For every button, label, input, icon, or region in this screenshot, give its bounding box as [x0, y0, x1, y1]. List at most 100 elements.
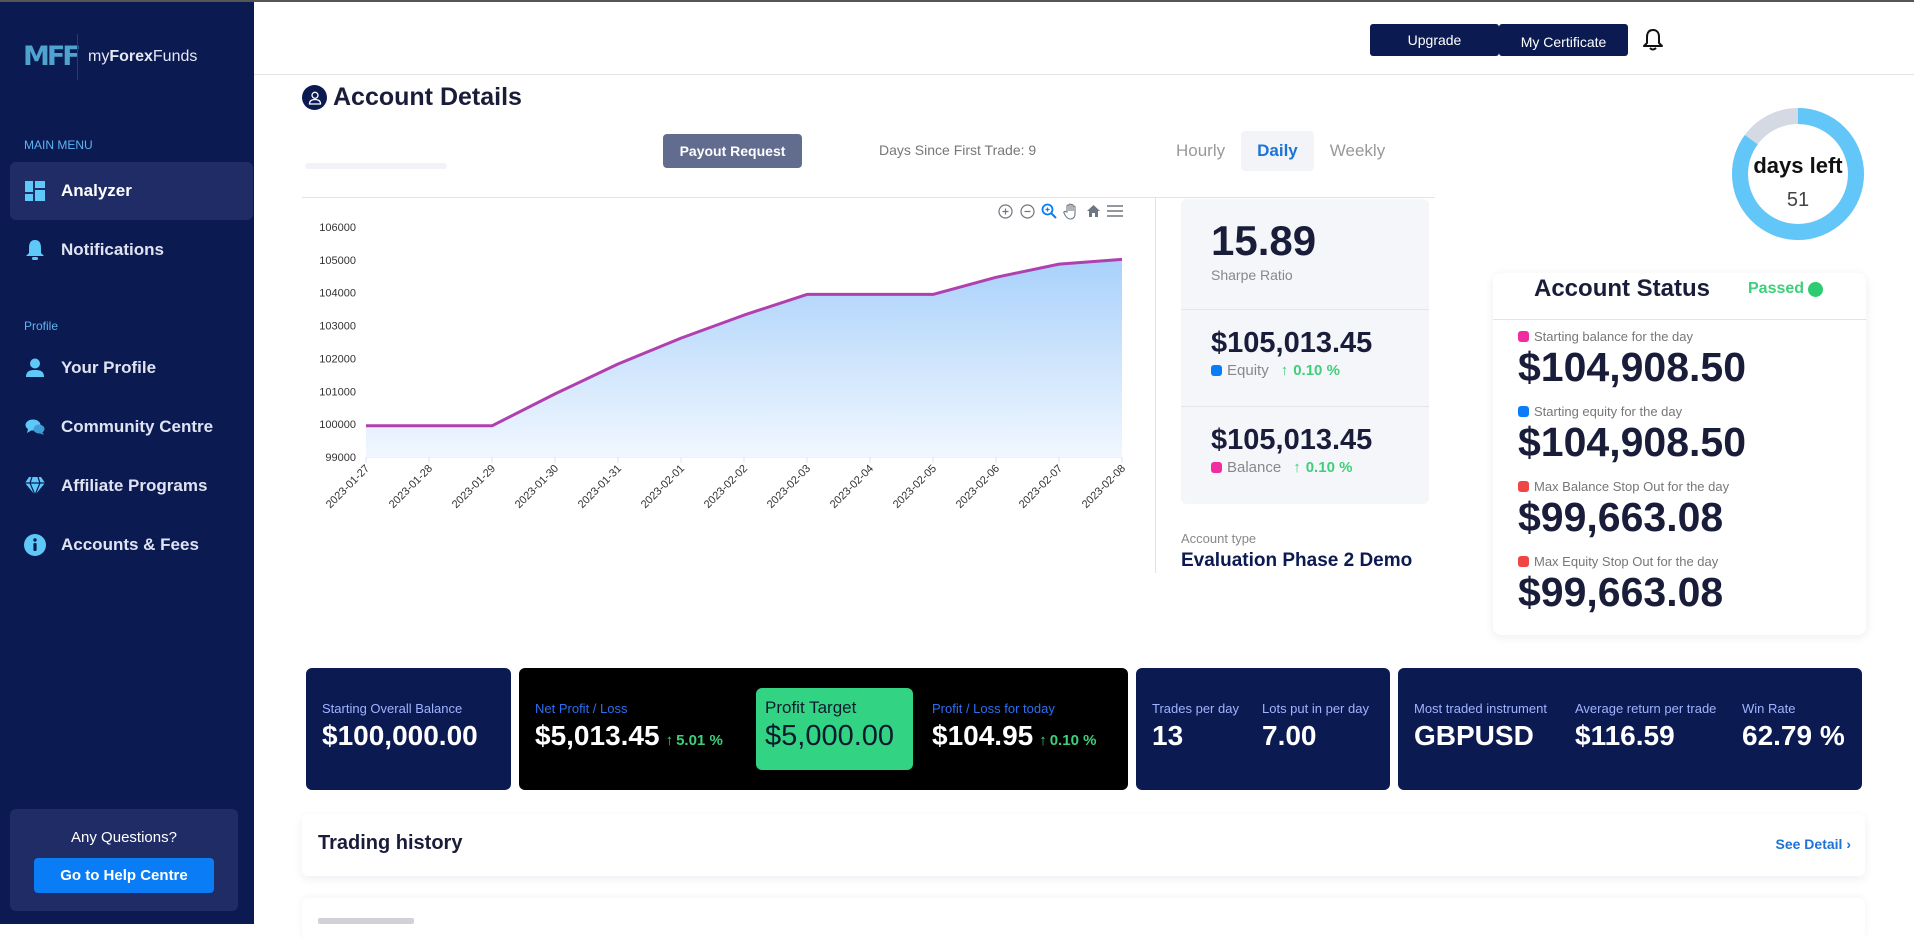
- balance-legend-square: [1211, 462, 1222, 473]
- y-tick-label: 104000: [319, 288, 356, 300]
- tab-hourly[interactable]: Hourly: [1176, 141, 1226, 160]
- row-value: $104,908.50: [1518, 344, 1747, 390]
- y-tick-label: 105000: [319, 255, 356, 267]
- today-profit-value: $104.95: [932, 720, 1034, 751]
- user-icon: [24, 357, 46, 379]
- chat-icon: [24, 416, 46, 438]
- tab-weekly[interactable]: Weekly: [1329, 141, 1386, 160]
- trades-per-day-value: 13: [1152, 720, 1184, 751]
- days-left-value: 51: [1786, 189, 1810, 211]
- info-icon: [24, 534, 46, 556]
- net-profit-value: $5,013.45: [535, 720, 660, 751]
- row-value: $99,663.08: [1518, 569, 1724, 615]
- my-certificate-button[interactable]: My Certificate: [1499, 24, 1628, 56]
- sidebar-item-label: Notifications: [61, 240, 164, 259]
- win-rate-label: Win Rate: [1742, 701, 1796, 716]
- status-badge: Passed: [1748, 280, 1824, 298]
- sidebar-item-accounts-fees[interactable]: Accounts & Fees: [10, 516, 253, 574]
- max-equity-stop-out-row: Max Equity Stop Out for the day $99,663.…: [1518, 554, 1723, 615]
- pan-hand-icon[interactable]: [1062, 202, 1080, 220]
- trading-history-title: Trading history: [318, 832, 463, 854]
- sidebar-item-notifications[interactable]: Notifications: [10, 221, 253, 279]
- chart-divider: [302, 197, 1435, 198]
- starting-equity-row: Starting equity for the day $104,908.50: [1518, 404, 1746, 465]
- chart-area-fill: [366, 259, 1122, 457]
- bell-icon: [24, 239, 46, 261]
- days-left-title: days left: [1753, 153, 1843, 178]
- sidebar-item-community-centre[interactable]: Community Centre: [10, 398, 253, 456]
- go-to-help-centre-button[interactable]: Go to Help Centre: [34, 858, 214, 893]
- equity-label: Equity: [1227, 362, 1269, 379]
- days-left-donut: [1732, 108, 1864, 240]
- lots-per-day-value: 7.00: [1262, 720, 1317, 751]
- y-tick-label: 100000: [319, 419, 356, 431]
- trading-history-section: Trading history See Detail ›: [302, 814, 1865, 876]
- menu-icon[interactable]: [1106, 202, 1124, 220]
- zoom-out-icon[interactable]: [1018, 202, 1036, 220]
- sidebar-item-affiliate-programs[interactable]: Affiliate Programs: [10, 457, 253, 515]
- upgrade-button[interactable]: Upgrade: [1370, 24, 1499, 56]
- sidebar-item-analyzer[interactable]: Analyzer: [10, 162, 253, 220]
- chart-series-line: [366, 257, 1123, 428]
- sidebar: MFF myForexFunds MAIN MENU Analyzer Noti…: [0, 0, 254, 924]
- net-profit-change: 5.01 %: [676, 732, 723, 749]
- sidebar-item-label: Affiliate Programs: [61, 476, 208, 495]
- account-type-value: Evaluation Phase 2 Demo: [1181, 550, 1413, 571]
- y-tick-label: 102000: [319, 353, 356, 365]
- selection-zoom-icon[interactable]: [1040, 202, 1058, 220]
- reset-home-icon[interactable]: [1084, 202, 1102, 220]
- performance-card: Most traded instrument GBPUSD Average re…: [1398, 668, 1862, 790]
- card-label: Starting Overall Balance: [322, 701, 463, 716]
- y-tick-label: 99000: [325, 452, 356, 464]
- x-tick-label: 2023-02-08: [1080, 463, 1128, 511]
- logo[interactable]: MFF myForexFunds: [23, 34, 197, 80]
- arrow-up-icon: ↑: [1039, 732, 1047, 749]
- trading-activity-card: Trades per day 13 Lots put in per day 7.…: [1136, 668, 1390, 790]
- tab-daily[interactable]: Daily: [1241, 131, 1314, 171]
- equity-value: $105,013.45: [1211, 327, 1373, 359]
- stats-divider: [1181, 406, 1429, 407]
- most-traded-label: Most traded instrument: [1414, 701, 1547, 716]
- row-label: Max Balance Stop Out for the day: [1534, 479, 1730, 494]
- zoom-in-icon[interactable]: [996, 202, 1014, 220]
- notification-bell-icon[interactable]: [1642, 28, 1666, 52]
- help-box: Any Questions? Go to Help Centre: [10, 809, 238, 911]
- row-value: $104,908.50: [1518, 419, 1747, 465]
- x-tick-label: 2023-02-01: [639, 463, 687, 511]
- avg-return-value: $116.59: [1575, 720, 1675, 751]
- balance-block: $105,013.45 Balance ↑ 0.10 %: [1181, 424, 1429, 476]
- net-profit-label: Net Profit / Loss: [535, 701, 628, 716]
- balance-area-chart: 99000 100000 101000 102000 103000 104000 10500…: [319, 222, 1128, 511]
- next-section-card: [302, 898, 1865, 938]
- see-detail-link[interactable]: See Detail ›: [1776, 836, 1852, 852]
- arrow-up-icon: ↑: [1280, 362, 1289, 379]
- today-profit-change: 0.10 %: [1049, 732, 1097, 749]
- dashboard-icon: [24, 180, 46, 202]
- equity-legend-square: [1211, 365, 1222, 376]
- x-tick-label: 2023-01-28: [387, 463, 435, 511]
- page-title: Account Details: [302, 83, 522, 112]
- sidebar-item-label: Your Profile: [61, 358, 157, 377]
- x-tick-label: 2023-02-06: [954, 463, 1002, 511]
- page-title-text: Account Details: [333, 83, 522, 111]
- avg-return-label: Average return per trade: [1575, 701, 1717, 716]
- payout-request-button[interactable]: Payout Request: [663, 134, 802, 168]
- x-tick-label: 2023-02-05: [891, 463, 939, 511]
- sharpe-ratio-value: 15.89: [1211, 217, 1317, 264]
- status-text: Passed: [1748, 280, 1805, 297]
- account-status-card: Account Status Passed Starting balance f…: [1493, 273, 1866, 635]
- y-tick-label: 106000: [319, 222, 356, 234]
- profit-target-box: Profit Target $5,000.00: [756, 688, 913, 770]
- main-menu-label: MAIN MENU: [24, 138, 93, 152]
- account-type-label: Account type: [1181, 531, 1257, 546]
- trades-per-day-label: Trades per day: [1152, 701, 1239, 716]
- sidebar-item-your-profile[interactable]: Your Profile: [10, 339, 253, 397]
- sharpe-ratio-label: Sharpe Ratio: [1211, 267, 1293, 283]
- sidebar-item-label: Community Centre: [61, 417, 214, 436]
- card-value: $100,000.00: [322, 720, 478, 751]
- balance-label: Balance: [1227, 459, 1282, 476]
- account-icon: [302, 85, 327, 110]
- brand-suffix: Funds: [152, 48, 198, 65]
- sidebar-item-label: Analyzer: [61, 181, 132, 200]
- top-header: Upgrade My Certificate: [254, 2, 1914, 75]
